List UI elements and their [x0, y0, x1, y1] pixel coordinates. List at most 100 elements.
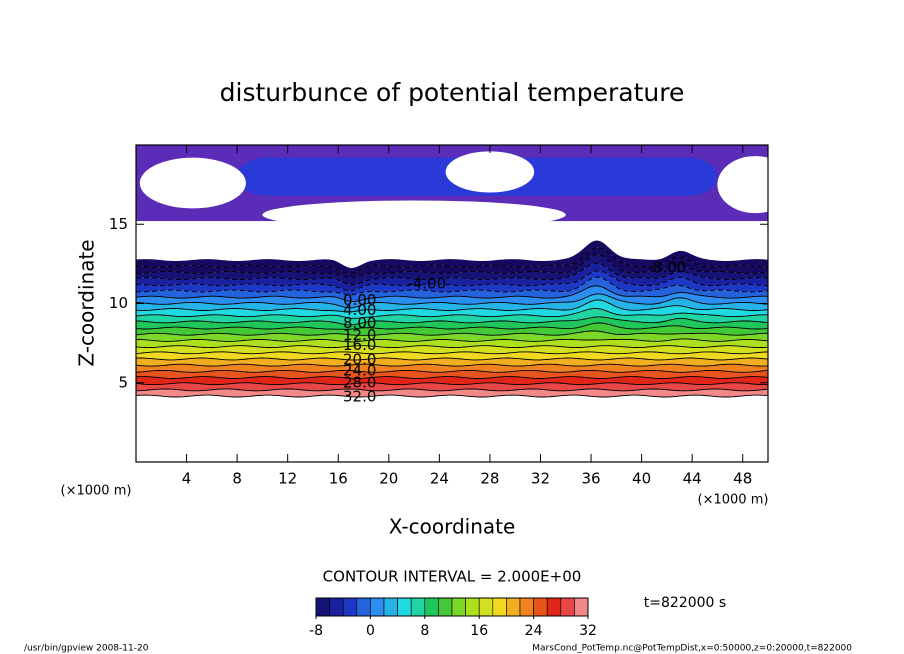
colorbar-tick-label: 24 — [525, 623, 543, 639]
contour-line — [135, 382, 769, 386]
clear-region — [139, 157, 246, 209]
contour-band — [136, 345, 768, 354]
contour-line — [135, 357, 769, 361]
contour-label: 16.0 — [343, 336, 376, 354]
y-unit: (×1000 m) — [61, 484, 132, 499]
colorbar-cell — [478, 597, 494, 617]
contour-line — [135, 299, 769, 313]
colorbar-cell — [574, 597, 589, 617]
colorbar-cell — [383, 597, 398, 617]
y-axis-label: Z-coordinate — [75, 239, 99, 366]
contour-band — [136, 316, 768, 330]
colorbar-cell — [492, 597, 507, 617]
contour-line — [135, 293, 769, 309]
contour-line — [135, 285, 769, 302]
contour-interval: CONTOUR INTERVAL = 2.000E+00 — [323, 568, 582, 586]
contour-line — [135, 330, 768, 336]
contour-line — [136, 338, 769, 343]
contour-label: 12.0 — [343, 326, 376, 344]
colorbar-tick-label: 0 — [366, 623, 375, 639]
colorbar-tick-label: 16 — [470, 623, 488, 639]
contour-label: -4.00 — [407, 275, 446, 293]
footer-left: /usr/bin/gpview 2008-11-20 — [24, 644, 149, 654]
contour-line — [135, 307, 768, 319]
contour-line — [135, 376, 769, 379]
colorbar-tick-label: 32 — [579, 623, 597, 639]
clear-region — [717, 156, 794, 214]
colorbar-cell — [451, 597, 466, 617]
contour-label: 28.0 — [343, 374, 376, 392]
contour-band — [136, 254, 768, 285]
colorbar-cell — [438, 597, 453, 617]
contour-line — [135, 247, 768, 274]
contour-line — [135, 316, 769, 326]
contour-line — [135, 270, 769, 292]
colorbar-cell — [533, 597, 548, 617]
x-tick-label: 24 — [430, 470, 449, 488]
contour-line — [136, 253, 769, 279]
colorbar-cell — [465, 597, 480, 617]
x-tick-label: 20 — [379, 470, 398, 488]
colorbar-cell — [329, 597, 344, 617]
contour-label: -8.00 — [647, 259, 686, 277]
clear-region — [445, 151, 535, 193]
colorbar-tick-label: 8 — [420, 623, 429, 639]
contour-label: 32.0 — [343, 388, 376, 406]
contour-band — [136, 364, 768, 373]
x-tick-label: 36 — [581, 470, 600, 488]
chart-title: disturbunce of potential temperature — [220, 78, 685, 107]
colorbar-cell — [424, 597, 439, 617]
contour-line — [135, 369, 769, 373]
contour-label: 24.0 — [343, 362, 376, 380]
contour-band — [136, 293, 768, 312]
clear-region — [262, 200, 566, 230]
colorbar-cell — [519, 597, 534, 617]
footer-right: MarsCond_PotTemp.nc@PotTempDist,x=0:5000… — [532, 644, 852, 654]
contour-label: 20.0 — [343, 350, 376, 368]
contour-band — [136, 388, 768, 397]
contour-band — [136, 270, 768, 295]
colorbar-frame — [315, 597, 589, 617]
colorbar-cell — [370, 597, 385, 617]
field — [135, 145, 794, 398]
colorbar-cell — [315, 597, 330, 617]
colorbar-cell — [410, 597, 426, 617]
y-tick-label: 10 — [109, 294, 128, 312]
contour-line — [135, 394, 769, 398]
x-axis-label: X-coordinate — [389, 515, 516, 539]
contour-label: 8.00 — [343, 314, 376, 332]
x-tick-label: 16 — [329, 470, 348, 488]
colorbar-cell — [560, 597, 575, 617]
contour-label: 0.00 — [343, 291, 376, 309]
colorbar-cell — [356, 597, 371, 617]
contour-band — [136, 299, 768, 319]
colorbar-cell — [546, 597, 562, 617]
x-unit: (×1000 m) — [698, 493, 769, 508]
x-tick-label: 8 — [232, 470, 242, 488]
x-tick-label: 28 — [480, 470, 499, 488]
x-tick-label: 40 — [632, 470, 651, 488]
contour-line — [135, 276, 769, 296]
contour-line — [135, 351, 769, 355]
x-tick-label: 32 — [531, 470, 550, 488]
contour-band — [136, 247, 768, 278]
colorbar-cell — [397, 597, 412, 617]
contour-line — [135, 345, 769, 349]
contour-line — [135, 363, 769, 367]
x-tick-label: 48 — [733, 470, 752, 488]
contour-line — [135, 262, 769, 286]
time-label: t=822000 s — [644, 595, 726, 611]
y-tick-label: 15 — [109, 215, 128, 233]
x-tick-label: 44 — [683, 470, 702, 488]
contour-band — [136, 240, 768, 274]
contour-line — [135, 388, 769, 392]
contour-band — [136, 370, 768, 379]
contour-label: 4.00 — [343, 301, 376, 319]
colorbar-cell — [342, 597, 358, 617]
y-tick-label: 5 — [118, 373, 128, 391]
contour-line — [135, 322, 769, 330]
x-tick-label: 12 — [278, 470, 297, 488]
x-tick-label: 4 — [182, 470, 192, 488]
colorbar-cell — [506, 597, 521, 617]
